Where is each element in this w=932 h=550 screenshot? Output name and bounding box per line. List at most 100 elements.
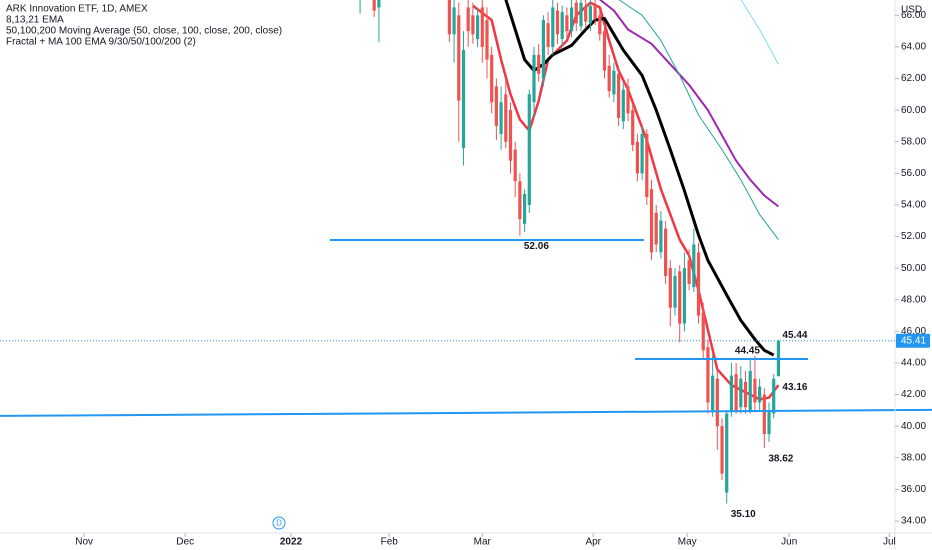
candle-body — [743, 381, 748, 408]
trend-line — [0, 408, 932, 417]
dividend-marker-label: D — [276, 519, 282, 528]
candle-body — [513, 149, 517, 182]
candle-body — [772, 378, 776, 414]
candle-body — [758, 386, 762, 403]
candle-body — [626, 86, 630, 114]
candle-body — [678, 271, 682, 324]
ma-line — [599, 0, 780, 208]
x-tick-label: Mar — [474, 537, 492, 548]
currency-label: USD — [901, 5, 922, 16]
y-tick-label: 54.00 — [901, 200, 926, 211]
price-annotation: 38.62 — [768, 454, 793, 465]
candle-body — [532, 54, 536, 103]
candle-body — [471, 15, 475, 35]
candle-body — [522, 193, 527, 224]
candle-body — [715, 378, 719, 427]
candle-body — [767, 410, 771, 435]
y-tick-label: 64.00 — [901, 42, 926, 53]
x-tick-label: May — [678, 537, 697, 548]
candle-body — [447, 0, 451, 35]
candle-body — [668, 268, 672, 308]
candle-body — [739, 378, 743, 408]
candle-body — [706, 347, 710, 403]
candle-body — [508, 110, 513, 161]
candle-body — [631, 110, 635, 145]
indicator-label: 8,13,21 EMA — [6, 15, 64, 26]
candle-body — [574, 2, 578, 24]
drawings — [0, 239, 932, 417]
candle-body — [475, 15, 480, 40]
y-tick-label: 46.00 — [901, 326, 926, 337]
y-tick-label: 60.00 — [901, 105, 926, 116]
x-tick-label: Feb — [381, 537, 399, 548]
candle-body — [696, 252, 701, 316]
candle-body — [560, 12, 564, 40]
candle-body — [640, 133, 644, 174]
candle-body — [617, 73, 621, 119]
candle-body — [734, 374, 738, 411]
candle-body — [725, 413, 729, 493]
y-tick-label: 62.00 — [901, 73, 926, 84]
y-tick-label: 58.00 — [901, 136, 926, 147]
candle-body — [579, 2, 583, 27]
chart-title: ARK Innovation ETF, 1D, AMEX — [6, 4, 148, 15]
candle-body — [635, 141, 640, 174]
y-tick-label: 36.00 — [901, 484, 926, 495]
candle-body — [466, 7, 470, 32]
last-price-label: 45.41 — [901, 335, 926, 346]
candle-body — [537, 54, 541, 74]
candle-body — [452, 7, 456, 35]
candle-body — [499, 102, 503, 134]
candle-body — [485, 20, 489, 60]
candle-body — [654, 212, 658, 245]
candle-body — [504, 94, 508, 142]
candle-body — [372, 0, 376, 11]
x-tick-label: Jun — [781, 537, 797, 548]
x-tick-label: Apr — [585, 537, 601, 548]
candle-body — [701, 312, 705, 351]
candle-body — [457, 15, 461, 101]
price-annotation: 52.06 — [524, 241, 549, 252]
indicator-label: Fractal + MA 100 EMA 9/30/50/100/200 (2) — [6, 37, 196, 48]
y-tick-label: 50.00 — [901, 263, 926, 274]
candle-body — [480, 7, 484, 47]
candle-body — [490, 54, 494, 103]
candle-body — [692, 244, 696, 288]
price-annotation: 35.10 — [731, 509, 756, 520]
candle-body — [377, 0, 381, 8]
candle-body — [602, 31, 607, 71]
price-annotation: 43.16 — [782, 382, 807, 393]
candle-body — [612, 70, 616, 95]
candle-body — [649, 189, 654, 253]
candle-body — [673, 276, 677, 308]
candle-body — [598, 15, 602, 35]
candle-body — [551, 7, 555, 47]
candle-body — [748, 370, 752, 411]
candle-body — [584, 7, 588, 22]
candle-body — [659, 220, 663, 253]
candle-body — [645, 133, 649, 198]
dividend-marker[interactable] — [272, 516, 286, 530]
candle-body — [621, 89, 625, 122]
x-tick-label: Dec — [176, 537, 194, 548]
ma-line — [740, 0, 779, 65]
candle-body — [729, 375, 734, 411]
y-tick-label: 38.00 — [901, 452, 926, 463]
candle-body — [711, 375, 715, 411]
price-annotation: 45.44 — [782, 330, 807, 341]
candle-body — [546, 23, 550, 47]
candle-body — [682, 268, 687, 324]
candle-body — [527, 94, 531, 205]
x-tick-label: Jul — [883, 537, 896, 548]
candle-body — [569, 7, 574, 32]
price-annotation: 44.45 — [735, 346, 760, 357]
y-tick-label: 42.00 — [901, 389, 926, 400]
y-tick-label: 66.00 — [901, 10, 926, 21]
y-tick-label: 52.00 — [901, 231, 926, 242]
candle-body — [753, 378, 757, 403]
candle-body — [687, 260, 691, 284]
x-tick-label: 2022 — [280, 537, 303, 548]
